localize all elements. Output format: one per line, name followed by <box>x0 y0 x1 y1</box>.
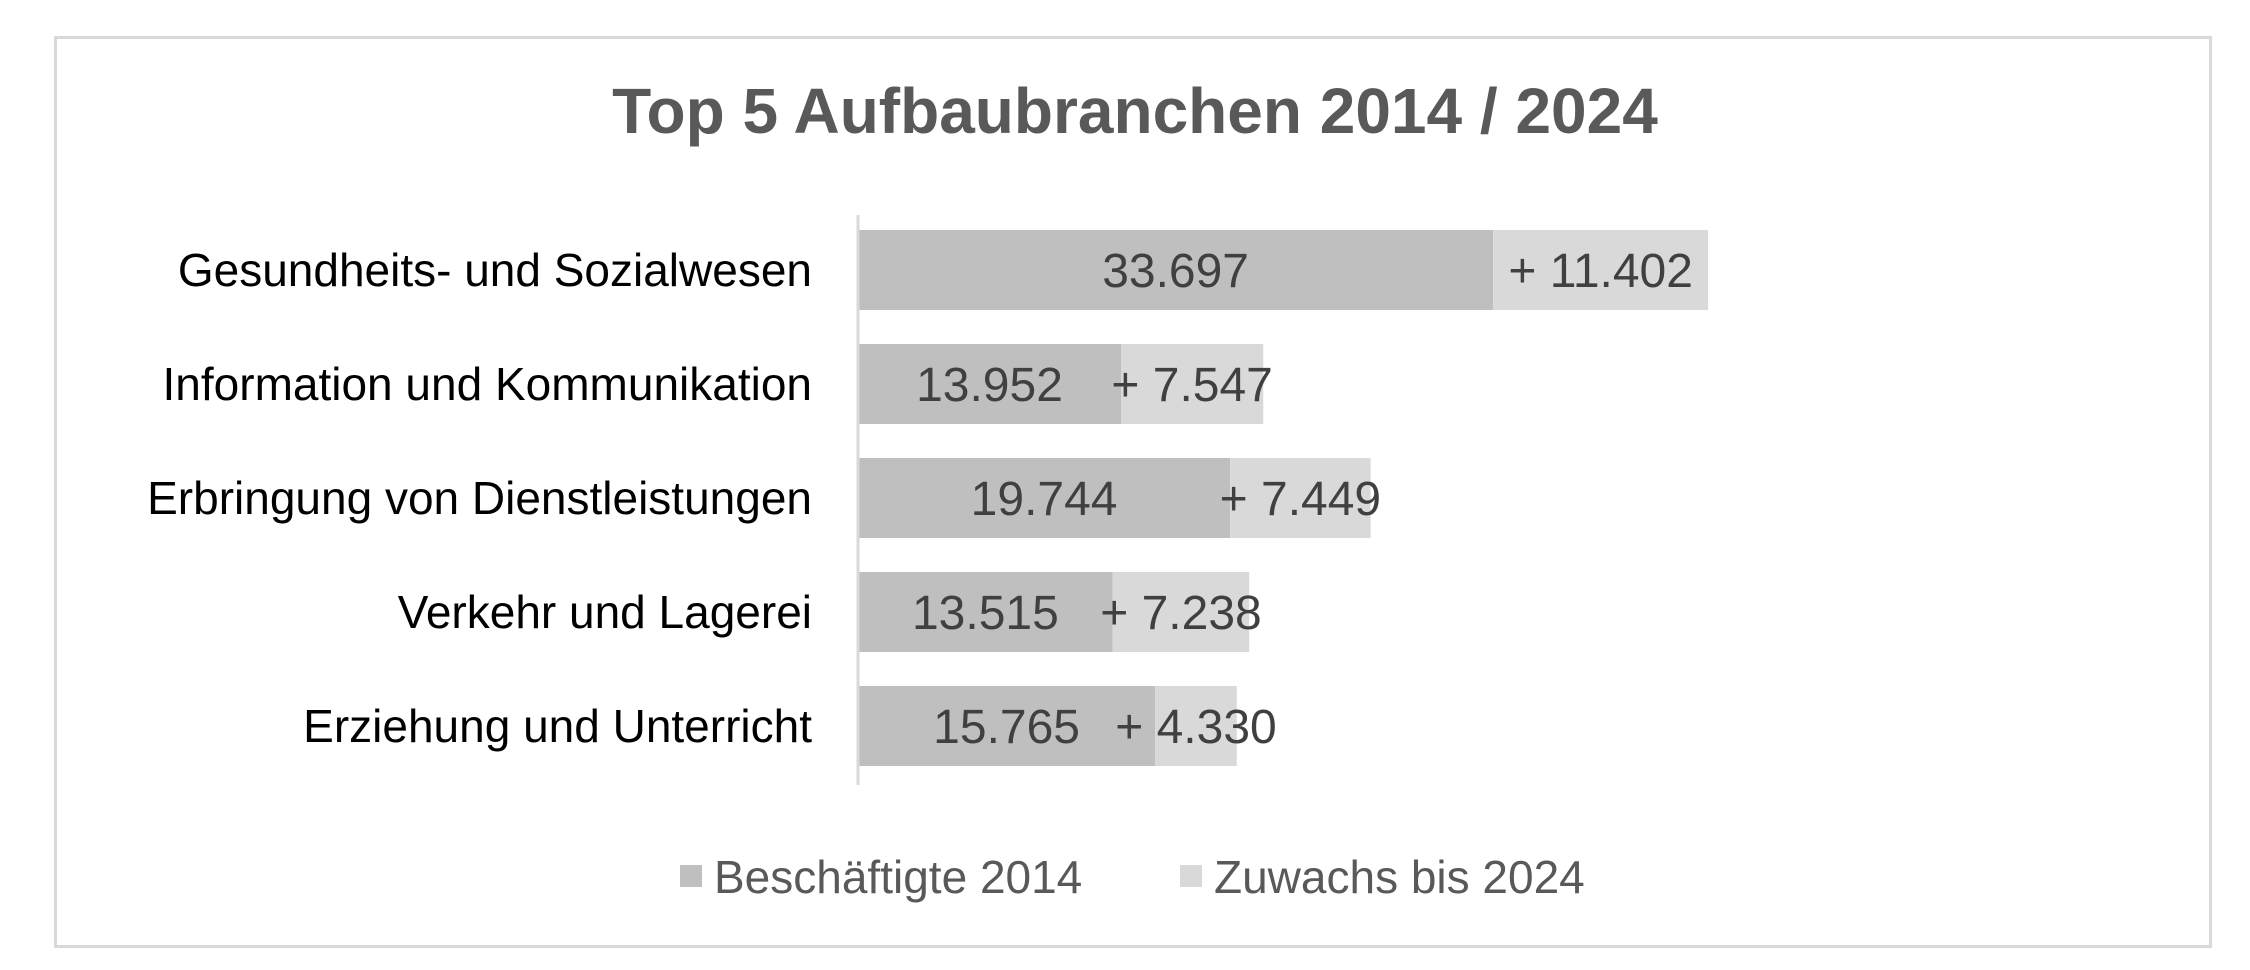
bar-beschaeftigte-2014-erbringung-von-dienstleistungen <box>858 458 1231 538</box>
legend: Beschäftigte 2014 Zuwachs bis 2024 <box>680 851 1585 903</box>
bar-beschaeftigte-2014-verkehr-und-lagerei <box>858 572 1113 652</box>
bar-zuwachs-bis-2024-erbringung-von-dienstleistungen <box>1230 458 1371 538</box>
legend-label-beschaeftigte-2014: Beschäftigte 2014 <box>714 851 1082 903</box>
data-label-zuwachs-bis-2024-erbringung-von-dienstleistungen: + 7.449 <box>1220 473 1381 526</box>
bar-beschaeftigte-2014-information-und-kommunikation <box>858 344 1121 424</box>
data-label-beschaeftigte-2014-erbringung-von-dienstleistungen: 19.744 <box>971 473 1118 526</box>
data-label-beschaeftigte-2014-information-und-kommunikation: 13.952 <box>916 359 1063 412</box>
labels-layer: Gesundheits- und Sozialwesen 33.697 + 11.4… <box>147 244 1693 754</box>
category-label-erziehung-und-unterricht: Erziehung und Unterricht <box>303 700 812 752</box>
legend-label-zuwachs-bis-2024: Zuwachs bis 2024 <box>1214 851 1585 903</box>
bar-zuwachs-bis-2024-verkehr-und-lagerei <box>1112 572 1250 652</box>
data-label-zuwachs-bis-2024-erziehung-und-unterricht: + 4.330 <box>1115 701 1276 754</box>
bars-layer <box>858 230 1709 766</box>
legend-swatch-zuwachs-bis-2024 <box>1180 865 1202 887</box>
category-label-erbringung-von-dienstleistungen: Erbringung von Dienstleistungen <box>147 472 812 524</box>
category-label-gesundheits-und-sozialwesen: Gesundheits- und Sozialwesen <box>178 244 812 296</box>
data-label-beschaeftigte-2014-erziehung-und-unterricht: 15.765 <box>933 701 1080 754</box>
bar-beschaeftigte-2014-gesundheits-und-sozialwesen <box>858 230 1494 310</box>
bar-zuwachs-bis-2024-information-und-kommunikation <box>1120 344 1264 424</box>
data-label-beschaeftigte-2014-gesundheits-und-sozialwesen: 33.697 <box>1102 245 1249 298</box>
bar-zuwachs-bis-2024-gesundheits-und-sozialwesen <box>1493 230 1709 310</box>
category-label-information-und-kommunikation: Information und Kommunikation <box>163 358 812 410</box>
legend-swatch-beschaeftigte-2014 <box>680 865 702 887</box>
bar-beschaeftigte-2014-erziehung-und-unterricht <box>858 686 1156 766</box>
data-label-zuwachs-bis-2024-verkehr-und-lagerei: + 7.238 <box>1100 587 1261 640</box>
data-label-zuwachs-bis-2024-gesundheits-und-sozialwesen: + 11.402 <box>1508 245 1693 298</box>
category-label-verkehr-und-lagerei: Verkehr und Lagerei <box>398 586 812 638</box>
data-label-beschaeftigte-2014-verkehr-und-lagerei: 13.515 <box>912 587 1059 640</box>
bar-zuwachs-bis-2024-erziehung-und-unterricht <box>1155 686 1237 766</box>
data-label-zuwachs-bis-2024-information-und-kommunikation: + 7.547 <box>1111 359 1272 412</box>
chart-title: Top 5 Aufbaubranchen 2014 / 2024 <box>612 75 1658 147</box>
